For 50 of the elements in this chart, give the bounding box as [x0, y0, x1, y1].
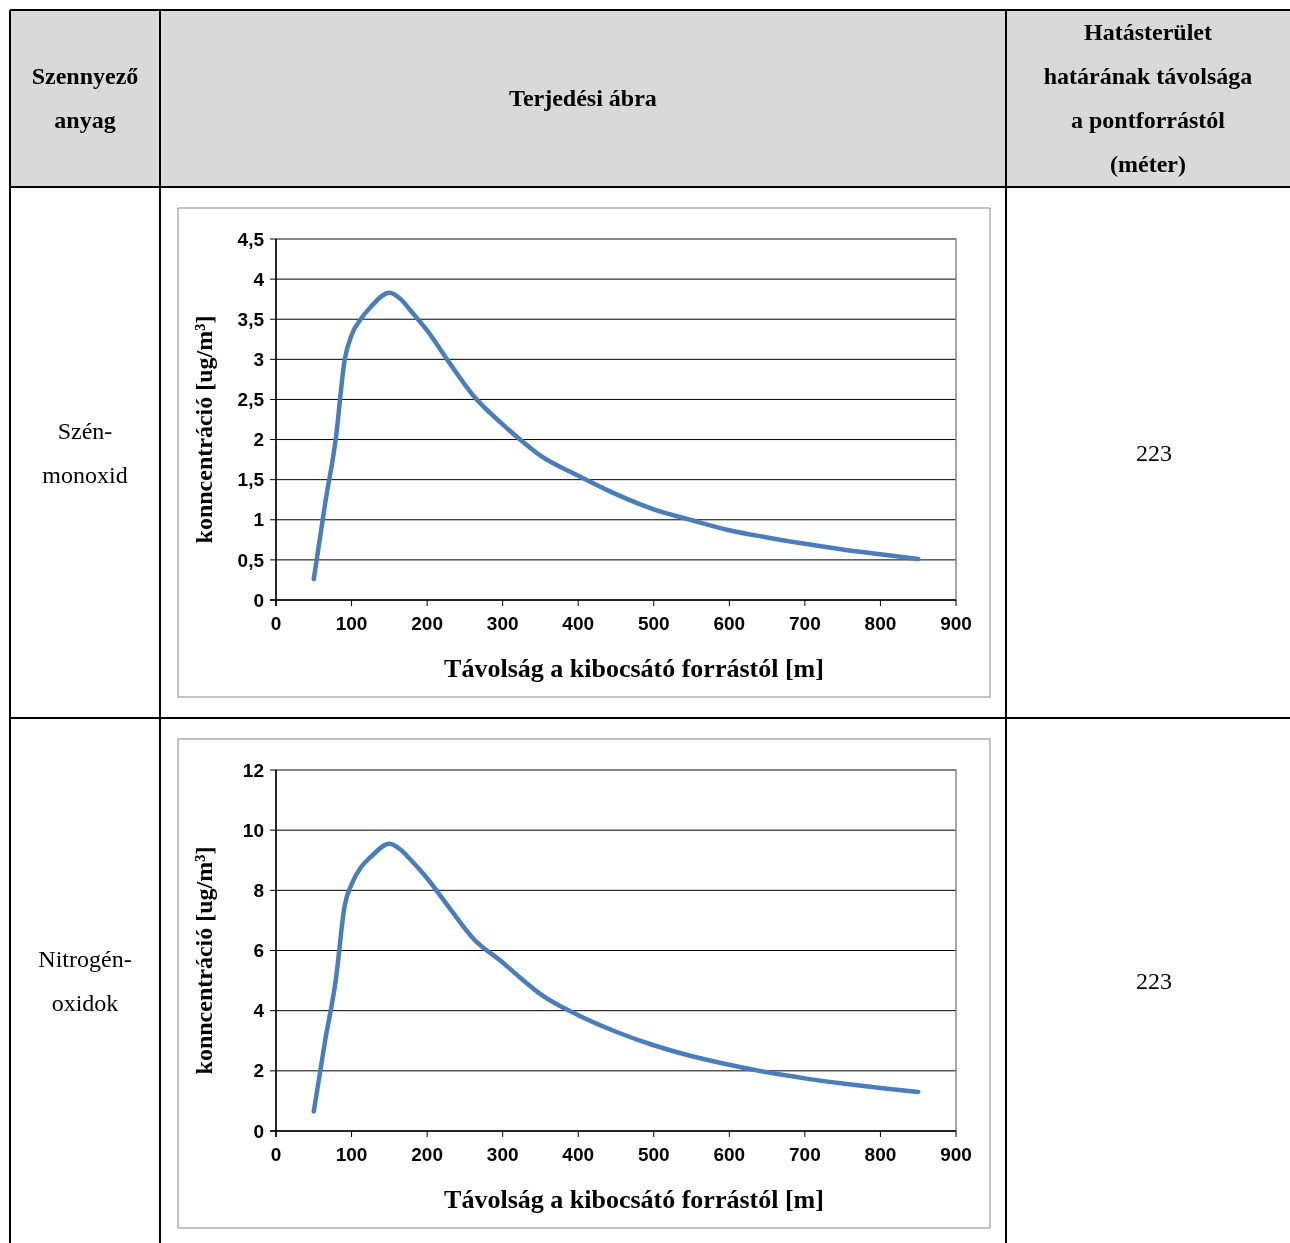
y-axis-title: konncentráció [ug/m³] — [191, 315, 217, 544]
x-tick-label: 400 — [562, 613, 595, 634]
y-tick-label: 2,5 — [237, 389, 265, 411]
line-series — [311, 290, 921, 582]
x-tick-label: 200 — [411, 613, 443, 634]
y-tick-label: 4 — [253, 1000, 265, 1022]
x-tick-label: 0 — [270, 1144, 282, 1165]
y-tick-label: 0,5 — [237, 549, 265, 571]
x-tick-label: 500 — [637, 613, 670, 634]
y-tick-label: 1 — [253, 509, 265, 531]
x-tick-label: 800 — [864, 613, 897, 634]
x-tick-label: 700 — [789, 613, 821, 634]
y-tick-label: 4,5 — [237, 228, 265, 250]
text: Terjedési ábra — [509, 85, 657, 112]
x-tick-label: 0 — [270, 613, 282, 634]
y-tick-label: 3,5 — [237, 308, 265, 330]
text: Szén-monoxid — [42, 417, 128, 488]
x-tick-label: 900 — [940, 1144, 972, 1165]
x-axis-title: Távolság a kibocsátó forrástól [m] — [444, 654, 824, 683]
y-tick-label: 4 — [253, 268, 265, 290]
x-tick-label: 200 — [411, 1144, 443, 1165]
x-axis-title: Távolság a kibocsátó forrástól [m] — [444, 1185, 824, 1214]
x-tick-label: 400 — [562, 1144, 595, 1165]
text: Hatásterület határának távolsága a pontforrástól (méter) — [1043, 19, 1253, 178]
y-tick-label: 12 — [242, 759, 264, 781]
y-tick-label: 6 — [253, 940, 264, 962]
x-tick-label: 300 — [486, 613, 519, 634]
y-tick-label: 2 — [253, 429, 264, 451]
y-tick-label: 10 — [242, 819, 264, 841]
x-tick-label: 100 — [335, 1144, 368, 1165]
y-tick-label: 0 — [253, 1120, 264, 1142]
y-tick-label: 8 — [253, 879, 264, 901]
x-tick-label: 100 — [335, 613, 368, 634]
x-tick-label: 900 — [940, 613, 972, 634]
x-tick-label: 300 — [486, 1144, 519, 1165]
y-axis-title: konncentráció [ug/m³] — [191, 846, 217, 1075]
x-tick-label: 700 — [789, 1144, 821, 1165]
y-tick-label: 0 — [253, 589, 264, 611]
x-tick-label: 600 — [713, 613, 746, 634]
text: 223 — [1136, 439, 1172, 466]
y-tick-label: 2 — [253, 1060, 264, 1082]
x-tick-label: 800 — [864, 1144, 897, 1165]
text: 223 — [1136, 967, 1172, 994]
y-tick-label: 1,5 — [237, 469, 265, 491]
x-tick-label: 600 — [713, 1144, 746, 1165]
line-series — [311, 841, 921, 1114]
y-tick-label: 3 — [253, 348, 264, 370]
text: Nitrogén-oxidok — [38, 945, 132, 1016]
x-tick-label: 500 — [637, 1144, 670, 1165]
text: Szennyező anyag — [31, 63, 139, 134]
